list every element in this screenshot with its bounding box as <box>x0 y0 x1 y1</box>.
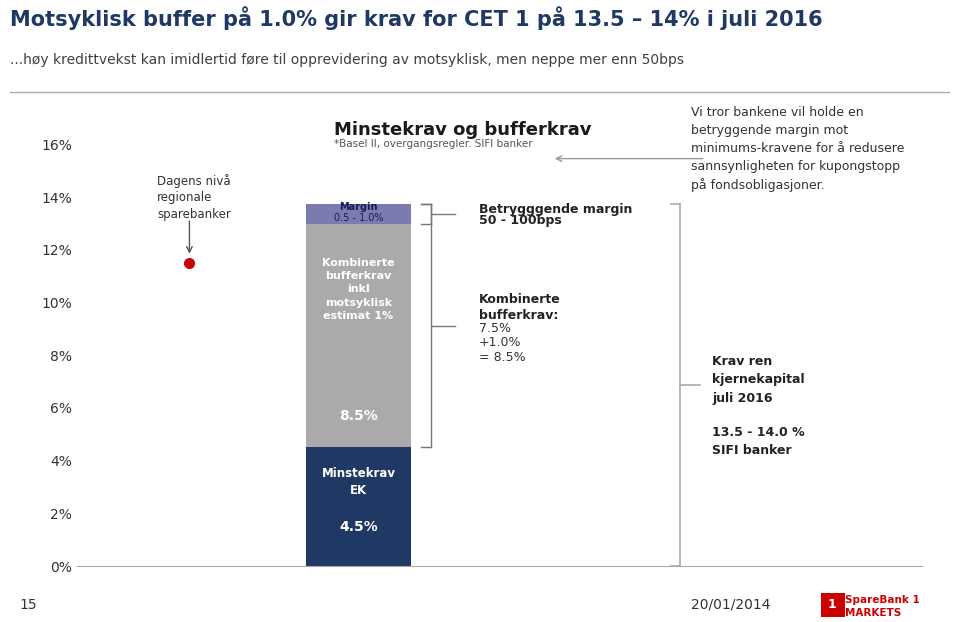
Text: kjernekapital: kjernekapital <box>712 373 805 386</box>
Text: +1.0%: +1.0% <box>479 337 521 350</box>
Text: *Basel II, overgangsregler. SIFI banker: *Basel II, overgangsregler. SIFI banker <box>334 139 533 149</box>
Text: Kombinerte: Kombinerte <box>479 293 561 306</box>
Text: Vi tror bankene vil holde en
betryggende margin mot
minimums-kravene for å redus: Vi tror bankene vil holde en betryggende… <box>691 106 904 192</box>
Text: 13.5 - 14.0 %: 13.5 - 14.0 % <box>712 426 805 439</box>
Text: SpareBank 1: SpareBank 1 <box>845 595 920 605</box>
Text: juli 2016: juli 2016 <box>712 392 773 404</box>
Text: 15: 15 <box>19 598 36 612</box>
Text: Minstekrav og bufferkrav: Minstekrav og bufferkrav <box>334 121 591 139</box>
FancyBboxPatch shape <box>821 593 845 617</box>
Text: 0.5 - 1.0%: 0.5 - 1.0% <box>334 213 383 223</box>
Text: SIFI banker: SIFI banker <box>712 444 792 457</box>
Text: Krav ren: Krav ren <box>712 355 773 368</box>
Bar <box>306 204 411 223</box>
Text: Motsyklisk buffer på 1.0% gir krav for CET 1 på 13.5 – 14% i juli 2016: Motsyklisk buffer på 1.0% gir krav for C… <box>10 6 822 30</box>
Text: 7.5%: 7.5% <box>479 322 511 335</box>
Text: 20/01/2014: 20/01/2014 <box>691 598 771 612</box>
Text: 8.5%: 8.5% <box>339 409 378 423</box>
Text: 4.5%: 4.5% <box>339 519 378 534</box>
Text: Dagens nivå
regionale
sparebanker: Dagens nivå regionale sparebanker <box>157 174 231 221</box>
Text: Betrygggende margin: Betrygggende margin <box>479 203 633 216</box>
Text: MARKETS: MARKETS <box>845 608 901 618</box>
Text: = 8.5%: = 8.5% <box>479 351 526 364</box>
Text: Kombinerte
bufferkrav
inkl
motsyklisk
estimat 1%: Kombinerte bufferkrav inkl motsyklisk es… <box>323 258 395 321</box>
Text: Margin: Margin <box>339 202 377 212</box>
Bar <box>306 447 411 566</box>
Text: ...høy kredittvekst kan imidlertid føre til opprevidering av motsyklisk, men nep: ...høy kredittvekst kan imidlertid føre … <box>10 53 684 67</box>
Bar <box>306 223 411 447</box>
Text: bufferkrav:: bufferkrav: <box>479 309 559 322</box>
Text: 50 - 100bps: 50 - 100bps <box>479 214 562 227</box>
Text: 1: 1 <box>828 598 837 611</box>
Text: Minstekrav
EK: Minstekrav EK <box>322 466 396 497</box>
